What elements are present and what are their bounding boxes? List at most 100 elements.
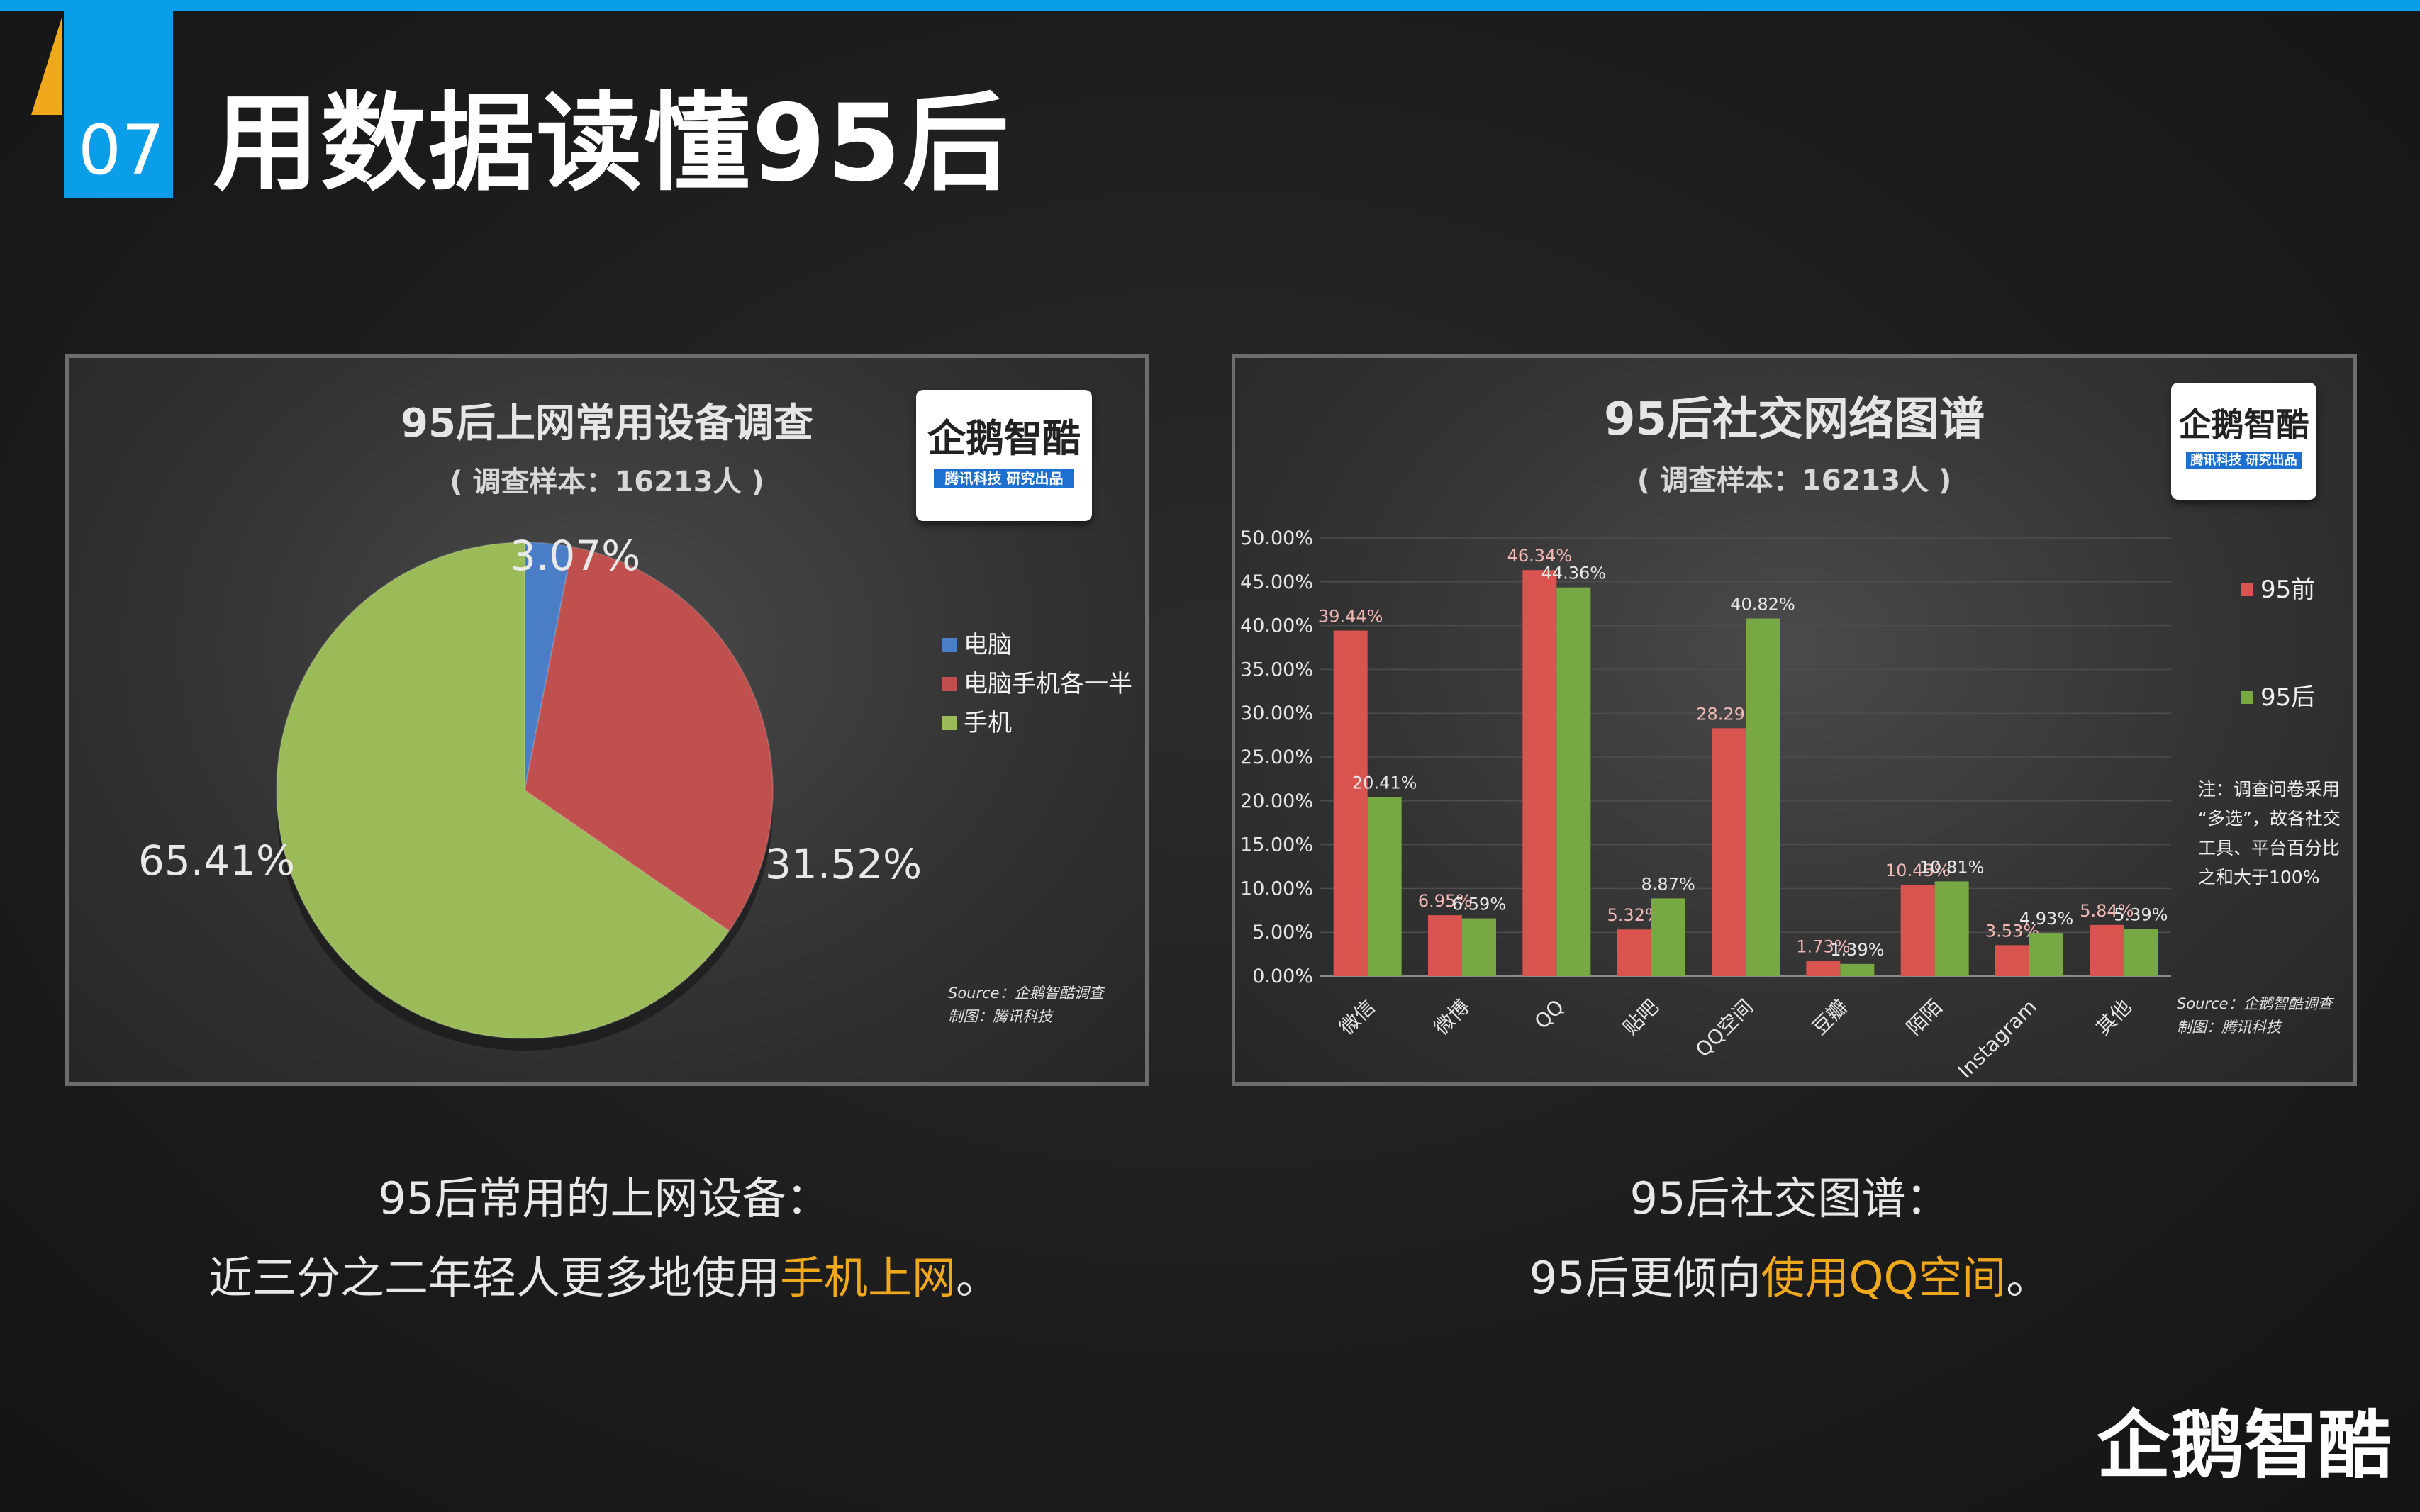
bar-before95 [1900, 885, 1935, 976]
slide-number: 07 [78, 111, 165, 190]
page-title: 用数据读懂95后 [213, 82, 1010, 206]
bar-note-line-2: “多选”，故各社交 [2198, 808, 2341, 829]
legend-label-half: 电脑手机各一半 [964, 670, 1132, 698]
bar-value-label: 5.39% [2114, 905, 2168, 924]
x-tick-label: 贴吧 [1619, 995, 1663, 1040]
x-tick-label: 微信 [1335, 995, 1380, 1040]
pie-source: Source：企鹅智酷调查 制图：腾讯科技 [948, 982, 1104, 1028]
pie-chart-title: 95后上网常用设备调查 [401, 401, 813, 447]
logo-card-tagline: 腾讯科技 研究出品 [2185, 452, 2302, 469]
bar-value-label: 1.39% [1830, 940, 1884, 960]
bar-before95 [1522, 570, 1557, 976]
left-caption-end: 。 [956, 1252, 1000, 1304]
bar-after95 [1651, 898, 1685, 976]
bar-value-label: 39.44% [1318, 607, 1383, 627]
bar-after95 [2124, 929, 2158, 976]
y-tick-label: 15.00% [1240, 834, 1313, 856]
left-caption-highlight: 手机上网 [779, 1252, 956, 1304]
bar-before95 [1712, 728, 1746, 976]
bar-after95 [1934, 881, 1969, 976]
right-caption-end: 。 [2006, 1252, 2051, 1304]
legend-item-before95: 95前 [2241, 578, 2315, 602]
bar-value-label: 8.87% [1641, 874, 1695, 894]
x-tick-label: 微博 [1429, 995, 1474, 1040]
bar-before95 [1428, 915, 1462, 976]
pie-slice-computer [524, 541, 574, 791]
y-tick-label: 10.00% [1240, 878, 1313, 900]
legend-label-before95: 95前 [2260, 576, 2316, 604]
y-tick-label: 50.00% [1240, 527, 1313, 549]
pie-source-line: Source：企鹅智酷调查 [948, 985, 1104, 1002]
right-caption-line-2: 95后更倾向使用QQ空间。 [1222, 1256, 2357, 1300]
bar-value-label: 10.43% [1885, 861, 1951, 880]
bar-chart-subtitle: ( 调查样本：16213人 ) [1636, 464, 1952, 497]
legend-swatch-red [2241, 583, 2253, 596]
bar-after95 [1556, 587, 1591, 976]
pie-slice-half [523, 546, 774, 932]
bar-value-label: 5.84% [2080, 901, 2134, 921]
legend-swatch-green [2241, 691, 2253, 704]
left-caption-line-2: 近三分之二年轻人更多地使用手机上网。 [37, 1256, 1171, 1300]
bar-value-label: 6.59% [1452, 895, 1506, 914]
bar-after95 [1367, 797, 1402, 976]
right-caption-highlight: 使用QQ空间 [1761, 1252, 2007, 1304]
bar-logo-card: 企鹅智酷 腾讯科技 研究出品 [2171, 383, 2316, 500]
bar-value-label: 46.34% [1507, 546, 1573, 566]
y-tick-label: 0.00% [1252, 965, 1313, 987]
bar-chart-title: 95后社交网络图谱 [1603, 393, 1985, 446]
legend-item-computer: 电脑 [942, 633, 1012, 657]
brand-logo: 企鹅智酷 [2096, 1402, 2392, 1489]
bar-after95 [1840, 963, 1875, 976]
x-tick-label: 豆瓣 [1807, 995, 1852, 1040]
left-caption-line-1: 95后常用的上网设备： [378, 1172, 830, 1224]
bar-note: 注：调查问卷采用 “多选”，故各社交 工具、平台百分比 之和大于100% [2198, 775, 2341, 892]
bar-note-line-3: 工具、平台百分比 [2198, 837, 2341, 858]
bar-note-line-1: 注：调查问卷采用 [2198, 779, 2341, 800]
bar-before95 [1617, 929, 1651, 976]
legend-label-phone: 手机 [964, 709, 1012, 737]
bar-after95 [1462, 918, 1496, 976]
pie-label-computer: 3.07% [510, 532, 641, 580]
bar-after95 [1746, 618, 1780, 976]
x-tick-label: QQ [1530, 995, 1569, 1034]
bar-before95 [1806, 961, 1841, 976]
logo-card-name: 企鹅智酷 [2178, 405, 2309, 444]
bar-note-line-4: 之和大于100% [2198, 866, 2320, 887]
right-caption-line-1: 95后社交图谱： [1629, 1172, 1950, 1224]
slide-number-tab: 07 [64, 11, 173, 198]
x-tick-label: QQ空间 [1691, 995, 1758, 1062]
bar-before95 [1995, 945, 2029, 976]
bar-value-label: 4.93% [2019, 909, 2073, 929]
x-tick-label: Instagram [1953, 995, 2041, 1082]
bar-value-label: 1.73% [1796, 937, 1850, 957]
pie-madeby-line: 制图：腾讯科技 [948, 1007, 1052, 1025]
left-caption-text: 近三分之二年轻人更多地使用 [208, 1252, 780, 1304]
legend-item-phone: 手机 [942, 711, 1012, 735]
pie-label-half: 31.52% [765, 840, 922, 888]
bar-source-line: Source：企鹅智酷调查 [2177, 995, 2333, 1012]
legend-label-computer: 电脑 [964, 631, 1012, 659]
pie-logo-card: 企鹅智酷 腾讯科技 研究出品 [916, 390, 1092, 521]
legend-swatch-red [942, 677, 957, 691]
bar-chart: 0.00% 5.00% 10.00% 15.00% 20.00% 25.00% 30.00%… [1240, 527, 2171, 1082]
bar-after95 [2029, 933, 2063, 976]
bar-source: Source：企鹅智酷调查 制图：腾讯科技 [2177, 992, 2333, 1038]
pie-slice-phone [276, 541, 730, 1039]
y-tick-label: 40.00% [1240, 615, 1313, 637]
y-tick-label: 30.00% [1240, 702, 1313, 724]
legend-item-half: 电脑手机各一半 [942, 672, 1132, 696]
top-accent-bar [0, 0, 2420, 11]
y-tick-label: 45.00% [1240, 571, 1313, 593]
pie-chart-panel: 95后上网常用设备调查 ( 调查样本：16213人 ) 企鹅智酷 腾讯科技 研究… [65, 354, 1149, 1086]
y-tick-label: 20.00% [1240, 790, 1313, 812]
legend-label-after95: 95后 [2260, 683, 2316, 712]
bar-value-label: 20.41% [1352, 773, 1417, 793]
pie-label-phone: 65.41% [138, 836, 296, 885]
pie-chart-subtitle: ( 调查样本：16213人 ) [450, 466, 764, 498]
y-tick-label: 35.00% [1240, 659, 1313, 681]
legend-swatch-green [942, 716, 957, 730]
right-caption-text: 95后更倾向 [1529, 1252, 1761, 1304]
bar-value-label: 10.81% [1919, 857, 1985, 877]
logo-card-name: 企鹅智酷 [927, 416, 1081, 461]
bar-value-label: 6.95% [1418, 891, 1472, 911]
